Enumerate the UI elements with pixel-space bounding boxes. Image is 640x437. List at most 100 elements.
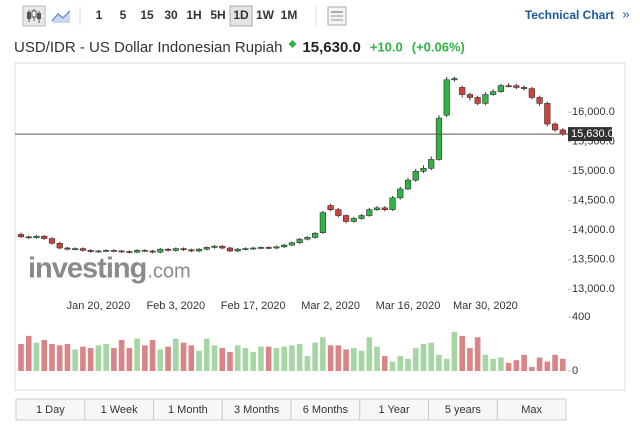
candle-body xyxy=(41,235,48,239)
candle-body xyxy=(428,159,435,169)
watermark-domain: .com xyxy=(147,260,190,282)
table-icon[interactable] xyxy=(327,6,347,26)
candle-body xyxy=(219,245,226,249)
interval-button[interactable]: 1M xyxy=(281,8,298,22)
link-arrow[interactable]: » xyxy=(622,6,629,21)
volume-bar xyxy=(381,356,388,371)
volume-bar xyxy=(296,344,303,371)
y-tick-label: 15,000.0 xyxy=(572,165,615,177)
range-button-bg[interactable] xyxy=(496,398,567,421)
volume-bar xyxy=(87,348,94,371)
volume-bar xyxy=(498,357,504,371)
volume-bar xyxy=(49,344,55,371)
candle-body xyxy=(188,249,195,252)
candle-body xyxy=(528,88,535,98)
candle-body xyxy=(95,250,102,253)
volume-bar xyxy=(521,354,527,371)
volume-bar xyxy=(405,358,411,371)
volume-bar xyxy=(227,352,233,371)
y-tick-label: 13,500.0 xyxy=(572,254,615,266)
volume-bar xyxy=(397,356,404,371)
candle-body xyxy=(466,94,474,98)
candle-body xyxy=(551,123,559,131)
volume-bar xyxy=(165,346,171,371)
range-button[interactable]: 6 Months xyxy=(303,404,349,416)
y-tick-label: 14,500.0 xyxy=(572,195,615,207)
volume-bar xyxy=(544,361,551,371)
candle-body xyxy=(72,248,79,250)
volume-bar xyxy=(265,346,272,371)
volume-bar xyxy=(513,360,520,371)
y-tick-label: 16,000.0 xyxy=(572,106,615,118)
candle-body xyxy=(288,242,296,246)
candle-body xyxy=(126,251,133,253)
volume-bar xyxy=(180,342,187,371)
volume-bar xyxy=(536,357,543,371)
range-button[interactable]: 5 years xyxy=(445,404,482,416)
volume-bar xyxy=(428,342,435,371)
volume-bar xyxy=(142,345,148,371)
technical-chart-link[interactable]: Technical Chart xyxy=(525,8,614,22)
interval-button[interactable]: 15 xyxy=(140,8,154,22)
range-button[interactable]: 1 Year xyxy=(379,404,411,416)
volume-bar xyxy=(459,335,465,371)
volume-bar xyxy=(33,342,40,371)
interval-button[interactable]: 30 xyxy=(164,8,178,22)
candle-body xyxy=(17,234,25,238)
volume-bar xyxy=(289,345,295,371)
range-button[interactable]: Max xyxy=(521,404,542,416)
change: +10.0 xyxy=(370,39,403,54)
candle-body xyxy=(474,97,481,104)
candle-body xyxy=(497,85,504,92)
candle-body xyxy=(281,244,288,248)
volume-bar xyxy=(149,339,156,371)
candle-body xyxy=(195,248,203,252)
range-button[interactable]: 1 Day xyxy=(36,404,65,416)
interval-button[interactable]: 1D xyxy=(233,8,249,22)
volume-bar xyxy=(304,356,311,371)
candle-body xyxy=(226,247,234,252)
volume-bar xyxy=(41,339,48,371)
up-indicator xyxy=(288,40,297,48)
interval-button[interactable]: 5 xyxy=(120,8,127,22)
candle-body xyxy=(103,250,110,252)
volume-bar xyxy=(258,346,264,371)
candle-body xyxy=(25,236,32,239)
range-button[interactable]: 1 Week xyxy=(101,404,139,416)
candle-body xyxy=(435,117,443,160)
range-button[interactable]: 1 Month xyxy=(168,404,208,416)
candle-body xyxy=(172,248,179,251)
candle-body xyxy=(459,87,466,95)
volume-tick-label: 400 xyxy=(572,311,590,323)
volume-bar xyxy=(529,366,535,371)
last-price-box xyxy=(568,127,612,142)
candle-body xyxy=(358,215,365,219)
volume-bar xyxy=(467,348,473,371)
candle-body xyxy=(273,246,280,249)
volume-bar xyxy=(482,354,489,371)
last-price-label: 15,630.0 xyxy=(571,128,614,140)
candle-body xyxy=(505,85,512,87)
y-tick-label: 13,000.0 xyxy=(572,283,615,295)
line-icon[interactable] xyxy=(51,10,71,22)
interval-button[interactable]: 1 xyxy=(96,8,103,22)
range-button[interactable]: 3 Months xyxy=(234,404,280,416)
change-percent: (+0.06%) xyxy=(412,39,465,54)
interval-button[interactable]: 1W xyxy=(256,8,275,22)
candle-body xyxy=(79,248,87,251)
candle-body xyxy=(412,170,419,181)
x-tick-label: Jan 20, 2020 xyxy=(67,300,131,312)
candle-body xyxy=(490,91,497,95)
candle-body xyxy=(342,215,350,222)
candle-body xyxy=(56,242,63,249)
candle-icon[interactable] xyxy=(22,5,46,27)
volume-bar xyxy=(25,335,32,371)
volume-bar xyxy=(188,345,195,371)
volume-bar xyxy=(281,346,287,371)
candle-body xyxy=(296,238,303,243)
interval-button[interactable]: 5H xyxy=(210,8,225,22)
interval-button[interactable]: 1H xyxy=(186,8,201,22)
candle-body xyxy=(64,247,71,250)
volume-bar xyxy=(436,354,442,371)
